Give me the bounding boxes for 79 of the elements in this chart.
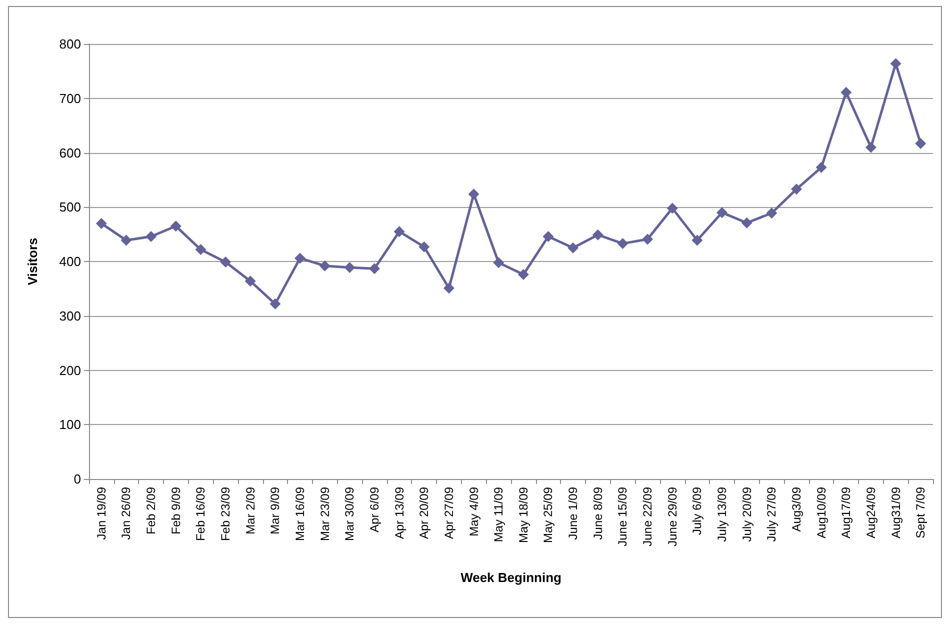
- point: [244, 276, 256, 287]
- y-tick-label: 400: [59, 254, 81, 269]
- point: [493, 257, 504, 268]
- x-tick-label: Aug24/09: [864, 486, 878, 538]
- point: [195, 244, 206, 256]
- x-tick-label: June 1/09: [566, 486, 580, 540]
- point: [840, 86, 852, 98]
- x-tick-label: May 25/09: [541, 486, 556, 544]
- x-tick-label: May 11/09: [492, 486, 506, 542]
- x-tick-label: Apr 27/09: [442, 486, 456, 540]
- point: [518, 269, 529, 280]
- x-tick-label: Mar 16/09: [293, 486, 307, 542]
- point: [890, 58, 902, 70]
- y-tick-label: 300: [59, 308, 81, 324]
- point: [220, 256, 232, 268]
- y-tick-label: 700: [59, 90, 81, 106]
- y-tick-label: 800: [59, 36, 81, 52]
- x-tick-label: July 20/09: [740, 486, 754, 542]
- y-axis-title: Visitors: [25, 238, 40, 286]
- x-tick-label: Mar 30/09: [342, 486, 357, 542]
- x-tick-label: Feb 2/09: [144, 486, 158, 534]
- x-tick-label: May 18/09: [516, 486, 530, 544]
- x-tick-label: Apr 6/09: [367, 486, 382, 532]
- point: [568, 242, 579, 254]
- point: [468, 188, 480, 200]
- point: [642, 234, 654, 245]
- point: [716, 207, 728, 218]
- x-tick-label: Aug10/09: [814, 486, 828, 538]
- x-tick-label: June 8/09: [590, 486, 605, 540]
- point: [865, 142, 876, 153]
- point: [344, 262, 356, 273]
- point: [418, 241, 430, 252]
- x-tick-label: July 27/09: [764, 486, 779, 542]
- x-tick-label: Mar 23/09: [318, 486, 332, 542]
- x-tick-label: Feb 23/09: [218, 486, 233, 542]
- point: [542, 230, 554, 242]
- point: [319, 260, 330, 272]
- point: [368, 263, 380, 274]
- x-tick-label: June 15/09: [616, 486, 630, 546]
- x-tick-label: June 22/09: [640, 486, 655, 546]
- y-tick-label: 600: [59, 145, 81, 160]
- point: [766, 208, 778, 219]
- point: [146, 230, 157, 242]
- x-tick-label: Aug31/09: [888, 486, 903, 538]
- point: [170, 220, 182, 232]
- x-tick-label: Apr 20/09: [417, 486, 432, 540]
- x-tick-label: Aug17/09: [839, 486, 854, 538]
- point: [915, 138, 926, 150]
- x-tick-label: Mar 9/09: [268, 486, 282, 534]
- point: [816, 162, 827, 173]
- point: [270, 298, 281, 310]
- point: [617, 238, 628, 250]
- point: [443, 282, 454, 294]
- point: [294, 252, 306, 264]
- point: [790, 184, 802, 195]
- x-tick-label: Aug3/09: [789, 486, 804, 532]
- x-axis-title: Week Beginning: [460, 570, 562, 585]
- x-tick-label: Sept 7/09: [914, 486, 928, 538]
- x-tick-label: July 6/09: [690, 486, 704, 536]
- point: [666, 202, 678, 214]
- point: [120, 234, 132, 246]
- point: [394, 226, 405, 238]
- x-tick-label: July 13/09: [715, 486, 729, 542]
- y-tick-label: 0: [74, 472, 81, 486]
- point: [96, 218, 107, 229]
- point: [741, 217, 752, 228]
- x-tick-label: Feb 16/09: [194, 486, 208, 542]
- point: [592, 229, 604, 240]
- x-tick-label: Mar 2/09: [243, 486, 258, 534]
- x-tick-label: June 29/09: [665, 486, 680, 546]
- x-tick-label: Jan 26/09: [119, 486, 134, 540]
- x-tick-label: Feb 9/09: [168, 486, 183, 534]
- x-tick-label: Jan 19/09: [94, 486, 108, 540]
- y-tick-label: 200: [59, 362, 81, 378]
- point: [692, 234, 703, 246]
- x-tick-label: Apr 13/09: [392, 486, 406, 540]
- y-tick-label: 100: [59, 417, 81, 432]
- x-tick-label: May 4/09: [466, 486, 481, 536]
- y-tick-label: 500: [59, 200, 81, 215]
